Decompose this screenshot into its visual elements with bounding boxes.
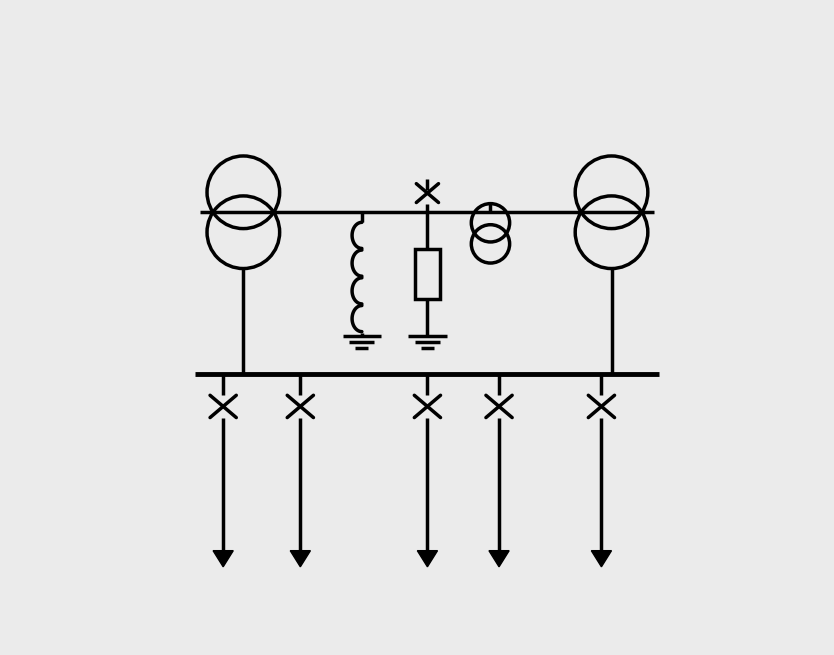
Polygon shape (290, 551, 310, 567)
Polygon shape (417, 551, 438, 567)
Polygon shape (213, 551, 234, 567)
Bar (415, 249, 440, 299)
Polygon shape (489, 551, 509, 567)
Polygon shape (591, 551, 611, 567)
